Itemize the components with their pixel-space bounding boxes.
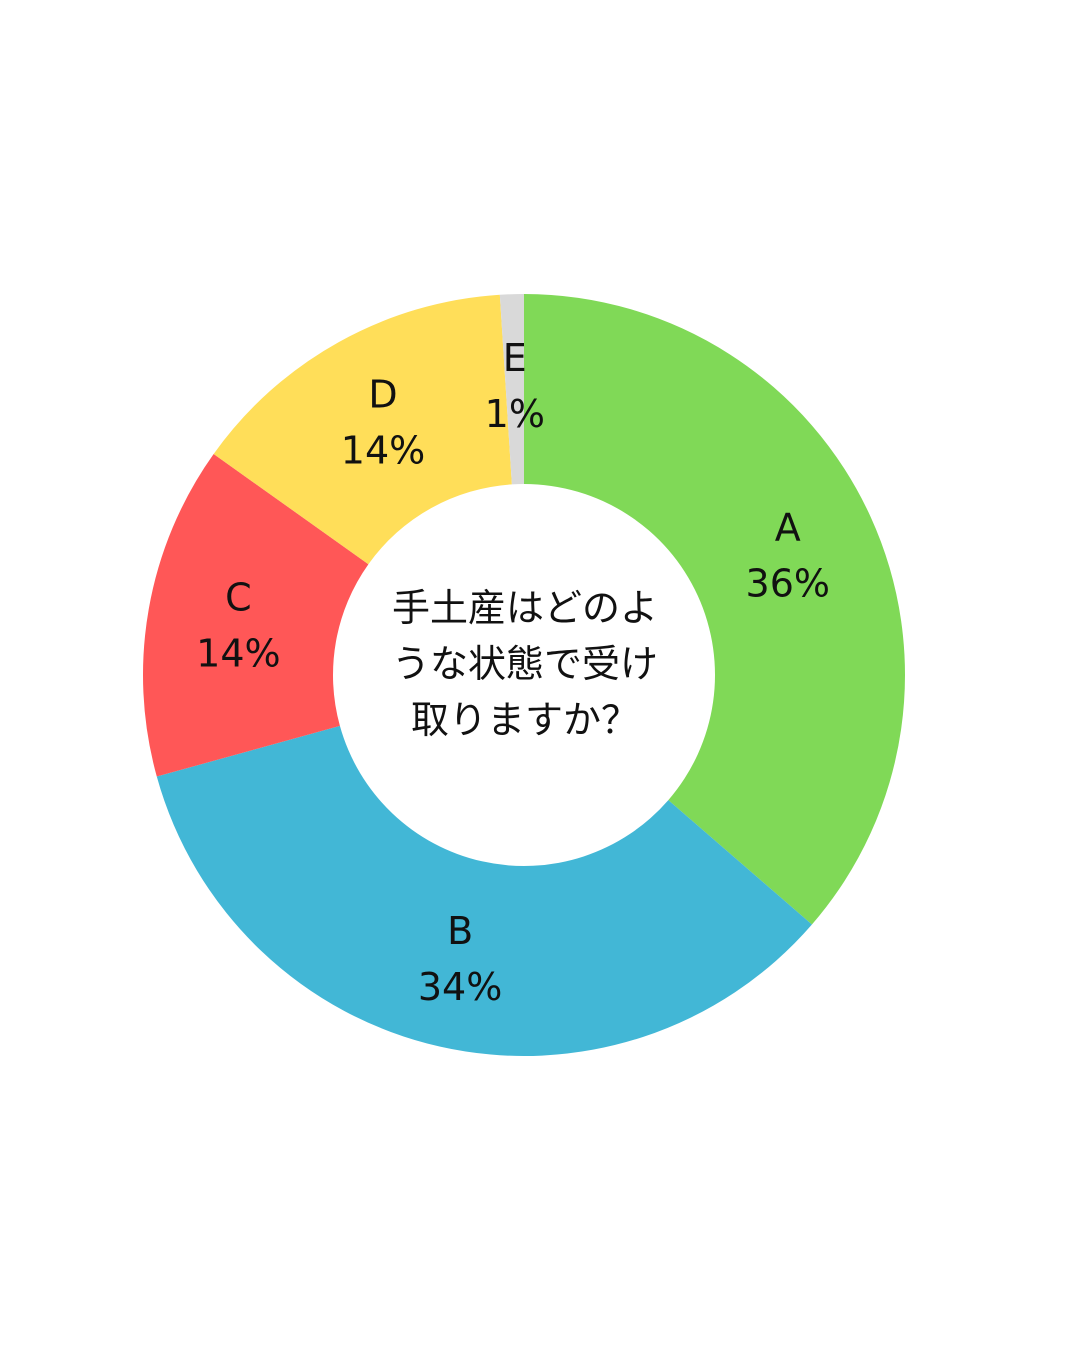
slice-e bbox=[499, 294, 524, 485]
slice-d bbox=[213, 294, 512, 565]
slice-c bbox=[143, 453, 369, 777]
center-title-line-3: 取りますか？ bbox=[410, 698, 639, 742]
slice-value-e: 1% bbox=[485, 392, 545, 436]
slice-label-d: D bbox=[368, 373, 397, 417]
slice-label-a: A bbox=[775, 506, 801, 550]
center-title-line-2: うな状態で受け bbox=[391, 642, 658, 686]
chart-center-title: 手土産はどのよ うな状態で受け 取りますか？ bbox=[360, 580, 690, 748]
center-title-line-1: 手土産はどのよ bbox=[391, 586, 658, 630]
slice-value-c: 14% bbox=[196, 632, 280, 676]
slice-label-b: B bbox=[447, 909, 473, 953]
slice-label-c: C bbox=[225, 576, 252, 620]
slice-b bbox=[156, 725, 812, 1056]
slice-value-b: 34% bbox=[418, 965, 502, 1009]
slice-value-d: 14% bbox=[341, 429, 425, 473]
slice-label-e: E bbox=[503, 336, 527, 380]
slice-a bbox=[524, 294, 906, 925]
slice-value-a: 36% bbox=[746, 562, 830, 606]
